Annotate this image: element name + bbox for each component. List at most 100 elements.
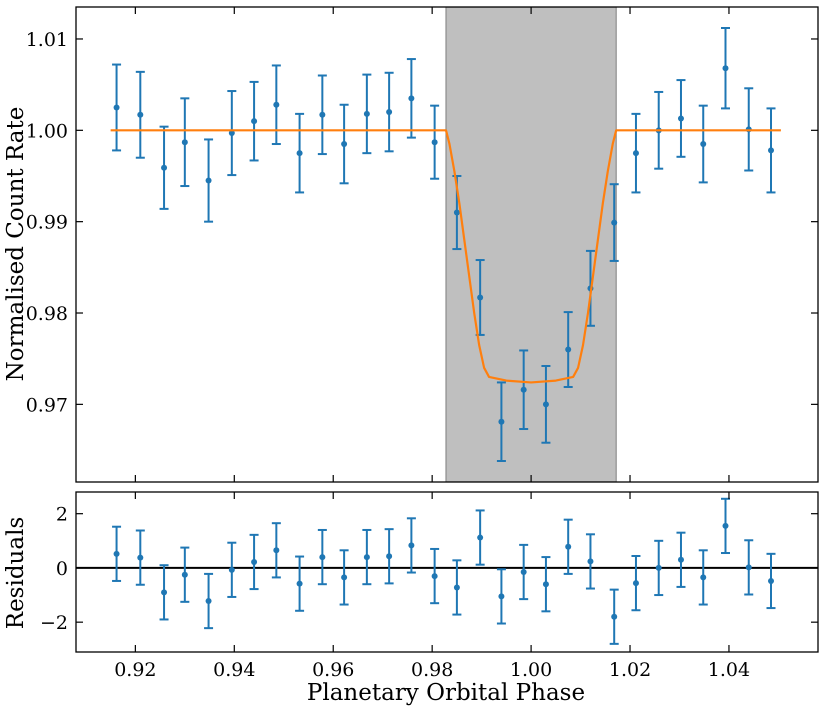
x-tick-label: 0.98 bbox=[411, 659, 453, 681]
x-tick-label: 0.94 bbox=[213, 659, 255, 681]
data-point-19 bbox=[519, 349, 529, 431]
data-point-12 bbox=[362, 528, 372, 586]
y-tick-label: 1.01 bbox=[26, 29, 68, 51]
data-marker bbox=[296, 580, 303, 587]
data-marker bbox=[408, 95, 415, 102]
data-marker bbox=[205, 598, 212, 605]
data-marker bbox=[431, 573, 438, 580]
data-point-17 bbox=[475, 509, 485, 566]
data-marker bbox=[677, 556, 684, 563]
data-point-24 bbox=[631, 555, 641, 612]
data-marker bbox=[341, 141, 348, 148]
data-point-20 bbox=[541, 364, 551, 444]
data-point-21 bbox=[563, 311, 573, 388]
data-point-26 bbox=[676, 531, 686, 588]
y-tick-label: −2 bbox=[40, 612, 68, 634]
data-point-30 bbox=[766, 107, 776, 194]
data-point-10 bbox=[317, 528, 327, 586]
data-point-25 bbox=[654, 539, 664, 597]
x-tick-label: 0.92 bbox=[114, 659, 156, 681]
data-marker bbox=[520, 569, 527, 575]
x-tick-label: 1.00 bbox=[510, 659, 552, 681]
data-marker bbox=[273, 101, 280, 108]
data-marker bbox=[137, 111, 144, 118]
data-marker bbox=[655, 564, 662, 571]
data-marker bbox=[113, 550, 120, 557]
data-point-7 bbox=[249, 80, 259, 162]
data-marker bbox=[161, 164, 168, 171]
data-marker bbox=[228, 130, 235, 137]
x-tick-label: 0.96 bbox=[312, 659, 354, 681]
data-marker bbox=[498, 593, 505, 600]
data-point-26 bbox=[676, 79, 686, 158]
data-point-27 bbox=[698, 104, 708, 184]
data-point-1 bbox=[112, 63, 122, 152]
data-marker bbox=[228, 566, 235, 573]
data-marker bbox=[319, 554, 326, 561]
data-point-2 bbox=[135, 529, 145, 586]
data-point-15 bbox=[430, 104, 440, 180]
data-marker bbox=[768, 147, 775, 154]
data-point-23 bbox=[609, 588, 619, 645]
data-point-28 bbox=[720, 27, 730, 110]
data-point-11 bbox=[339, 549, 349, 606]
data-point-19 bbox=[519, 543, 529, 601]
data-marker bbox=[453, 584, 460, 591]
data-marker bbox=[205, 177, 212, 184]
data-marker bbox=[408, 542, 415, 549]
transit-duration-shading bbox=[445, 7, 617, 482]
data-point-6 bbox=[227, 541, 237, 598]
data-point-13 bbox=[384, 528, 394, 585]
data-marker bbox=[137, 554, 144, 561]
data-marker bbox=[700, 141, 707, 148]
y-axis-title-bottom: Residuals bbox=[3, 517, 29, 630]
data-point-8 bbox=[271, 64, 281, 146]
data-marker bbox=[565, 543, 572, 550]
data-marker bbox=[768, 577, 775, 584]
data-marker bbox=[181, 139, 188, 146]
data-point-3 bbox=[159, 125, 169, 210]
data-marker bbox=[587, 558, 594, 565]
axes-frame bbox=[75, 6, 819, 483]
data-marker bbox=[341, 574, 348, 581]
y-tick-label: 0.98 bbox=[26, 303, 68, 325]
data-point-9 bbox=[295, 555, 305, 612]
data-marker bbox=[542, 581, 549, 588]
data-point-9 bbox=[295, 112, 305, 194]
data-point-11 bbox=[339, 103, 349, 185]
data-point-7 bbox=[249, 533, 259, 591]
data-point-5 bbox=[204, 138, 214, 223]
data-point-20 bbox=[541, 556, 551, 613]
model-fit-line bbox=[110, 129, 781, 384]
plot-area bbox=[76, 497, 818, 645]
data-marker bbox=[453, 209, 460, 216]
plot-area bbox=[110, 7, 781, 482]
data-marker bbox=[251, 558, 258, 565]
data-marker bbox=[498, 418, 505, 425]
y-tick-label: 0 bbox=[56, 558, 68, 580]
y-tick-label: 1.00 bbox=[26, 120, 68, 142]
data-marker bbox=[677, 115, 684, 122]
data-marker bbox=[181, 571, 188, 578]
data-point-28 bbox=[720, 497, 730, 555]
y-tick-label: 0.97 bbox=[26, 394, 68, 416]
data-point-1 bbox=[112, 525, 122, 582]
data-point-24 bbox=[631, 112, 641, 194]
data-point-3 bbox=[159, 564, 169, 621]
axes-frame bbox=[75, 491, 819, 653]
data-marker bbox=[722, 65, 729, 72]
y-tick-label: 2 bbox=[56, 504, 68, 526]
data-point-5 bbox=[204, 572, 214, 630]
data-point-29 bbox=[744, 539, 754, 596]
data-point-2 bbox=[135, 70, 145, 159]
data-point-27 bbox=[698, 549, 708, 606]
data-point-22 bbox=[585, 533, 595, 590]
data-marker bbox=[319, 111, 326, 118]
data-point-13 bbox=[384, 71, 394, 153]
data-point-18 bbox=[496, 381, 506, 462]
data-marker bbox=[632, 580, 639, 587]
data-marker bbox=[386, 109, 393, 116]
x-tick-label: 1.02 bbox=[609, 659, 651, 681]
data-marker bbox=[722, 522, 729, 529]
data-point-4 bbox=[180, 97, 190, 188]
